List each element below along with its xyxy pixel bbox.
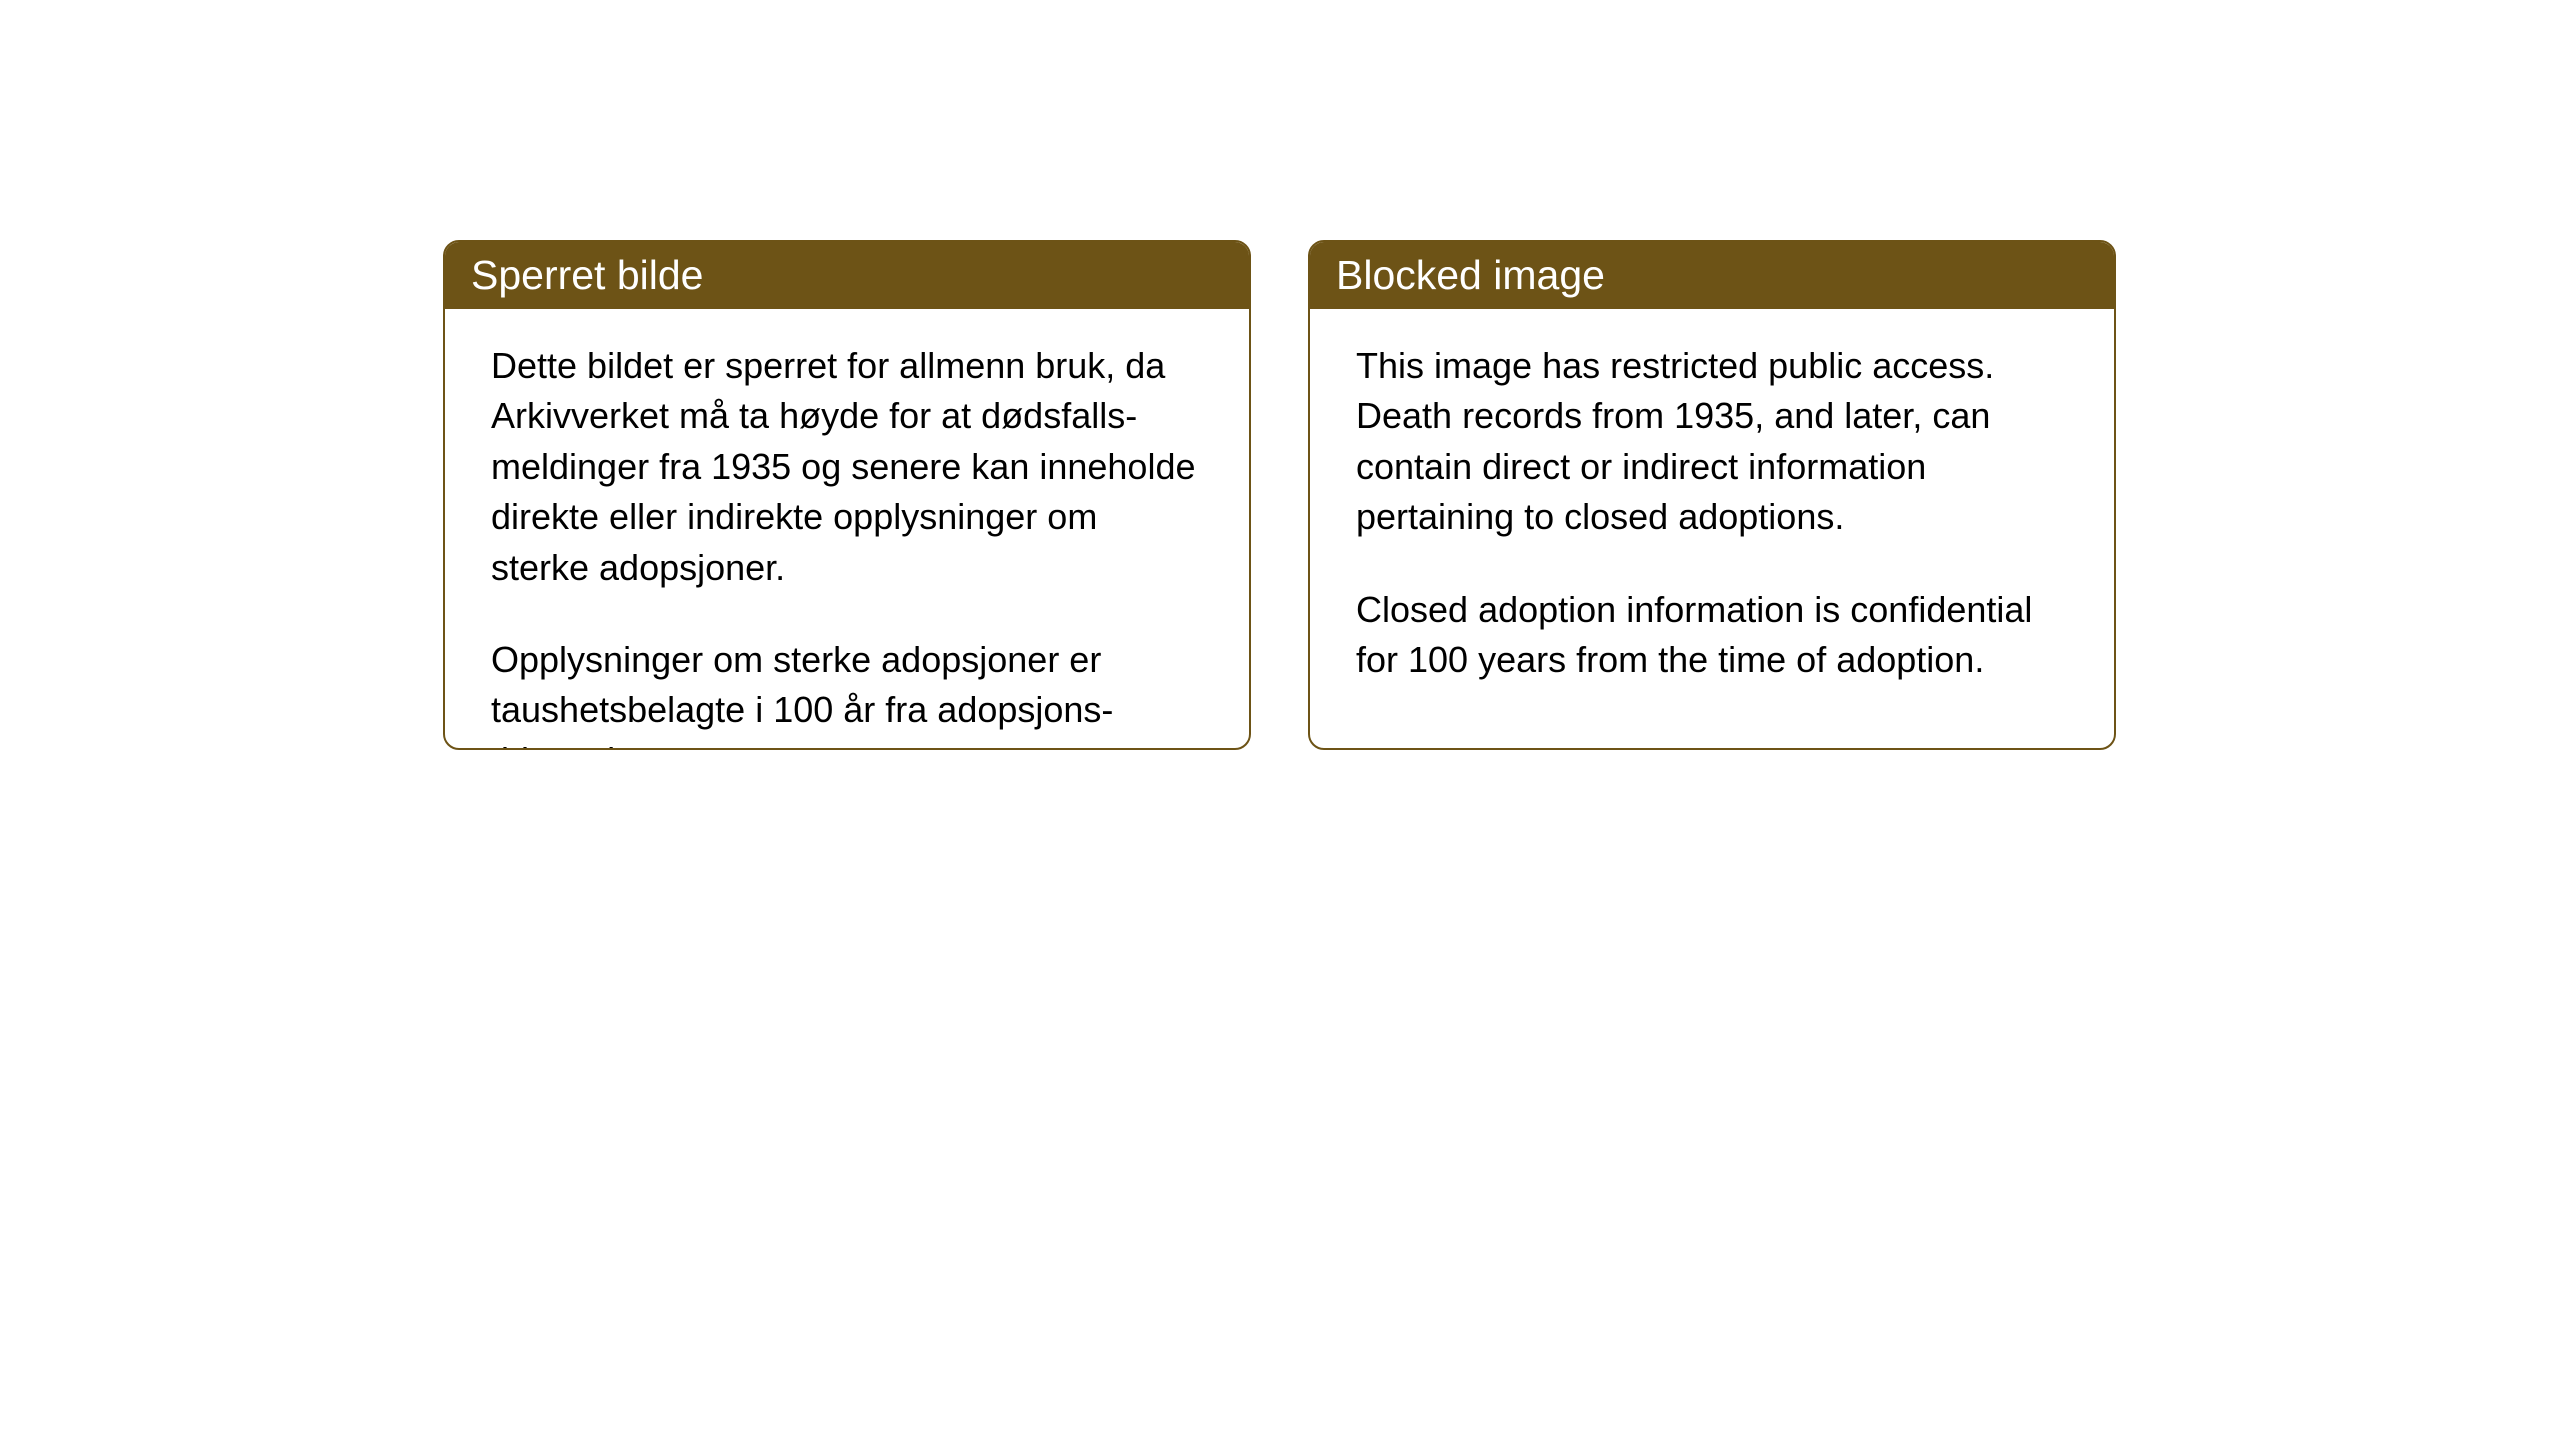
norwegian-notice-card: Sperret bilde Dette bildet er sperret fo… xyxy=(443,240,1251,750)
notice-cards-container: Sperret bilde Dette bildet er sperret fo… xyxy=(443,240,2116,750)
english-card-title: Blocked image xyxy=(1310,242,2114,309)
norwegian-card-title: Sperret bilde xyxy=(445,242,1249,309)
norwegian-card-body: Dette bildet er sperret for allmenn bruk… xyxy=(445,309,1249,750)
norwegian-paragraph-2: Opplysninger om sterke adopsjoner er tau… xyxy=(491,635,1203,750)
english-notice-card: Blocked image This image has restricted … xyxy=(1308,240,2116,750)
norwegian-paragraph-1: Dette bildet er sperret for allmenn bruk… xyxy=(491,341,1203,593)
english-paragraph-1: This image has restricted public access.… xyxy=(1356,341,2068,543)
english-paragraph-2: Closed adoption information is confident… xyxy=(1356,585,2068,686)
english-card-body: This image has restricted public access.… xyxy=(1310,309,2114,717)
